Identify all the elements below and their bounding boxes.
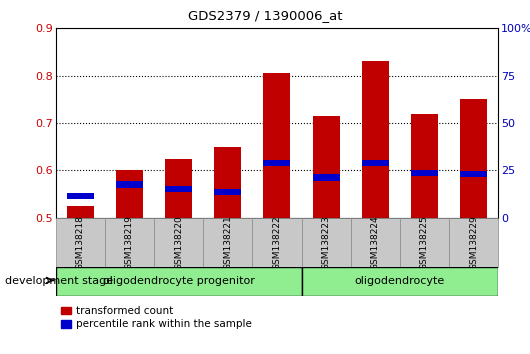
Bar [67,193,94,200]
FancyBboxPatch shape [56,267,302,296]
Text: GSM138224: GSM138224 [371,215,380,270]
Bar [263,160,290,166]
Text: GSM138218: GSM138218 [76,215,85,270]
Bar [411,114,438,218]
Bar [313,116,340,218]
Bar [362,160,389,166]
Bar [460,171,487,177]
FancyBboxPatch shape [449,218,498,267]
Text: GSM138219: GSM138219 [125,215,134,270]
Bar [263,73,290,218]
FancyBboxPatch shape [154,218,203,267]
Bar [214,147,241,218]
Bar [313,175,340,181]
FancyBboxPatch shape [302,267,498,296]
Text: GSM138225: GSM138225 [420,215,429,270]
Text: GSM138223: GSM138223 [322,215,331,270]
FancyBboxPatch shape [56,218,105,267]
Bar [116,170,143,218]
Bar [116,182,143,188]
Text: GSM138229: GSM138229 [469,215,478,270]
FancyBboxPatch shape [351,218,400,267]
Text: oligodendrocyte: oligodendrocyte [355,276,445,286]
FancyBboxPatch shape [203,218,252,267]
Bar [214,189,241,195]
Text: GSM138220: GSM138220 [174,215,183,270]
Bar [67,206,94,218]
Text: GSM138222: GSM138222 [272,215,281,270]
Text: GDS2379 / 1390006_at: GDS2379 / 1390006_at [188,9,342,22]
Text: GSM138221: GSM138221 [223,215,232,270]
Bar [362,62,389,218]
FancyBboxPatch shape [400,218,449,267]
FancyBboxPatch shape [252,218,302,267]
Bar [165,186,192,192]
Legend: transformed count, percentile rank within the sample: transformed count, percentile rank withi… [61,306,252,329]
Text: development stage: development stage [5,276,113,286]
Bar [411,170,438,176]
FancyBboxPatch shape [302,218,351,267]
Bar [460,99,487,218]
Text: oligodendrocyte progenitor: oligodendrocyte progenitor [103,276,254,286]
Bar [165,159,192,218]
FancyBboxPatch shape [105,218,154,267]
